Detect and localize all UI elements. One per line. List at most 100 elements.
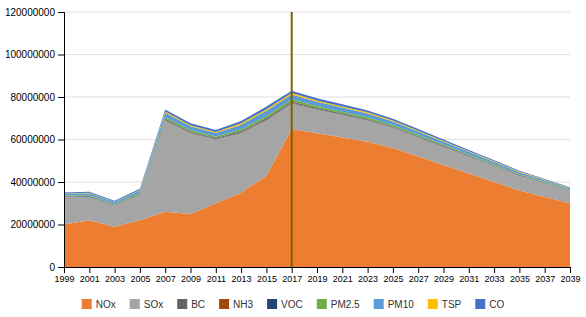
x-tick: 2021 [333,267,353,284]
tick-label: 40000000 [11,177,56,188]
x-tick: 2031 [459,267,479,284]
x-axis: 1999200120032005200720092011201320152017… [54,267,580,284]
legend-label: BC [191,299,205,310]
legend-swatch [317,299,327,309]
tick-mark [58,182,64,183]
tick-label: 100000000 [5,49,55,60]
tick-label: 2023 [358,274,378,284]
x-tick: 2001 [80,267,100,284]
legend-label: PM2.5 [331,299,360,310]
x-tick: 2033 [485,267,505,284]
legend-swatch [267,299,277,309]
tick-label: 2009 [181,274,201,284]
axis-line [58,13,65,268]
tick-mark [266,267,267,273]
area [64,94,570,203]
legend-label: NOx [96,299,116,310]
tick-mark [58,140,64,141]
legend: NOx SOx BC NH3 VOC PM2.5 PM10 TSP CO [82,299,505,310]
legend-item: NH3 [219,299,253,310]
tick-mark [89,267,90,273]
legend-item: PM2.5 [317,299,360,310]
legend-item: BC [177,299,205,310]
tick-label: 2035 [510,274,530,284]
tick-label: 2003 [105,274,125,284]
tick-mark [418,267,419,273]
tick-label: 2021 [333,274,353,284]
tick-mark [444,267,445,273]
area [64,93,570,202]
x-tick: 2029 [434,267,454,284]
tick-mark [469,267,470,273]
y-tick: 0 [49,262,64,273]
legend-item: NOx [82,299,116,310]
tick-mark [241,267,242,273]
tick-label: 2033 [485,274,505,284]
legend-item: SOx [130,299,163,310]
vertical-line [291,12,293,267]
tick-label: 2015 [257,274,277,284]
tick-mark [393,267,394,273]
tick-label: 2031 [459,274,479,284]
tick-mark [58,12,64,13]
legend-item: PM10 [374,299,415,310]
tick-mark [368,267,369,273]
legend-swatch [82,299,92,309]
legend-label: PM10 [388,299,415,310]
tick-mark [216,267,217,273]
x-tick: 2003 [105,267,125,284]
tick-label: 20000000 [11,219,56,230]
legend-label: TSP [442,299,462,310]
y-axis: 0200000004000000060000000800000001000000… [5,7,65,273]
x-tick: 1999 [54,267,74,284]
x-tick: 2013 [232,267,252,284]
tick-mark [58,225,64,226]
tick-label: 2029 [434,274,454,284]
tick-mark [140,267,141,273]
legend-swatch [374,299,384,309]
legend-item: VOC [267,299,303,310]
grid-line [64,97,570,98]
tick-mark [342,267,343,273]
grid-line [64,54,570,55]
x-tick: 2023 [358,267,378,284]
tick-label: 2039 [560,274,580,284]
tick-label: 2019 [307,274,327,284]
plot-area [64,12,570,267]
tick-mark [165,267,166,273]
legend-swatch [219,299,229,309]
y-tick: 80000000 [11,92,65,103]
grid-line [64,12,570,13]
legend-swatch [130,299,140,309]
legend-label: CO [489,299,504,310]
legend-label: SOx [144,299,163,310]
y-tick: 20000000 [11,219,65,230]
grid [64,12,570,267]
y-tick: 40000000 [11,177,65,188]
tick-label: 2017 [282,274,302,284]
tick-label: 120000000 [5,7,55,18]
tick-label: 2027 [409,274,429,284]
legend-item: TSP [428,299,462,310]
x-tick: 2019 [307,267,327,284]
tick-mark [292,267,293,273]
tick-mark [519,267,520,273]
tick-mark [570,267,571,273]
x-tick: 2011 [207,267,226,284]
legend-item: CO [475,299,504,310]
legend-swatch [475,299,485,309]
x-tick: 2017 [282,267,302,284]
tick-mark [545,267,546,273]
tick-mark [58,267,64,268]
tick-mark [191,267,192,273]
tick-label: 0 [49,262,55,273]
y-tick: 100000000 [5,49,64,60]
legend-swatch [177,299,187,309]
tick-mark [317,267,318,273]
legend-swatch [428,299,438,309]
tick-mark [115,267,116,273]
tick-mark [58,55,64,56]
axis-line [65,268,571,274]
x-tick: 2039 [560,267,580,284]
tick-label: 2037 [535,274,555,284]
